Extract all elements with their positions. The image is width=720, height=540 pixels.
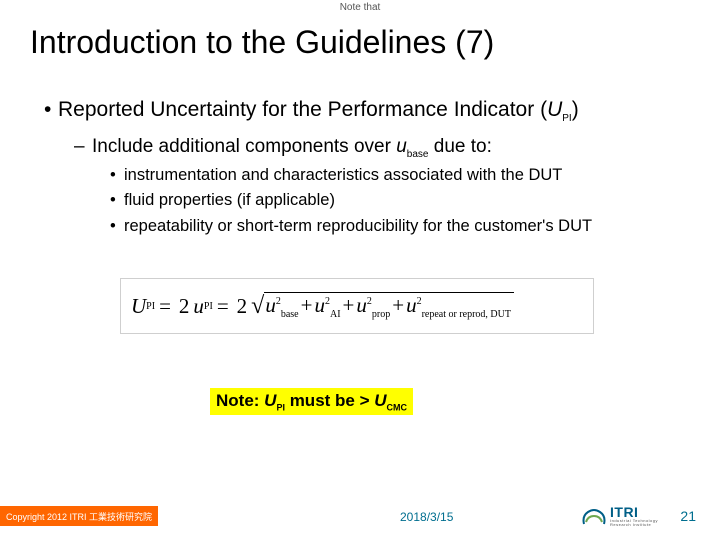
term-u: u [314, 293, 325, 317]
term-u: u [406, 293, 417, 317]
term-sub: prop [372, 309, 390, 320]
term-u: u [356, 293, 367, 317]
lvl3-text: instrumentation and characteristics asso… [124, 166, 562, 184]
lvl3-text: repeatability or short-term reproducibil… [124, 217, 592, 235]
bullet-dot: • [110, 165, 124, 186]
itri-logo: ITRI Industrial Technology Research Inst… [580, 500, 660, 532]
note-s1: PI [276, 402, 285, 412]
f-lhs-sub: PI [146, 301, 155, 312]
bullet-level-2: –Include additional components over ubas… [74, 135, 690, 161]
logo-sub: Industrial Technology Research Institute [610, 519, 660, 527]
f-u-sub: PI [204, 301, 213, 312]
term-sup: 2 [367, 296, 372, 307]
f-two: 2 [237, 294, 248, 319]
note-highlight-box: Note: UPI must be > UCMC [210, 388, 413, 415]
term-sup: 2 [325, 296, 330, 307]
note-u1: U [264, 391, 276, 410]
page-number: 21 [680, 508, 696, 524]
lvl1-text-a: Reported Uncertainty for the Performance… [58, 98, 547, 121]
page-title: Introduction to the Guidelines (7) [30, 24, 494, 61]
equals-icon: = [159, 294, 171, 319]
bullet-level-3-item: •instrumentation and characteristics ass… [110, 165, 690, 186]
footer-date: 2018/3/15 [400, 510, 453, 524]
body-content: •Reported Uncertainty for the Performanc… [44, 96, 690, 237]
note-mid: must be > [285, 391, 374, 410]
copyright-text: Copyright 2012 ITRI 工業技術研究院 [6, 510, 152, 523]
top-note: Note that [0, 2, 720, 13]
dash-bullet: – [74, 135, 92, 160]
lvl1-text-b: ) [572, 98, 579, 121]
radical-icon: √ [251, 293, 264, 320]
note-s2: CMC [387, 402, 408, 412]
lvl3-text: fluid properties (if applicable) [124, 191, 335, 209]
footer-copyright-bar: Copyright 2012 ITRI 工業技術研究院 [0, 506, 158, 526]
lvl2-text-b: due to: [428, 136, 491, 157]
bullet-dot: • [44, 96, 58, 123]
equals-icon: = [217, 294, 229, 319]
note-a: Note: [216, 391, 264, 410]
formula-box: UPI = 2uPI = 2√u2base+u2AI+u2prop+u2repe… [120, 278, 594, 334]
bullet-level-1: •Reported Uncertainty for the Performanc… [44, 96, 690, 125]
lvl1-sub: PI [562, 113, 571, 124]
term-u: u [265, 293, 276, 317]
f-lhs: U [131, 294, 146, 319]
term-sub: repeat or reprod, DUT [422, 309, 511, 320]
lvl2-sub: base [407, 149, 429, 160]
plus-icon: + [343, 293, 355, 317]
logo-mark-icon [580, 504, 608, 528]
plus-icon: + [392, 293, 404, 317]
bullet-level-3-item: •fluid properties (if applicable) [110, 190, 690, 211]
bullet-level-3-item: •repeatability or short-term reproducibi… [110, 216, 690, 237]
term-sub: AI [330, 309, 341, 320]
bullet-dot: • [110, 216, 124, 237]
note-u2: U [374, 391, 386, 410]
logo-text: ITRI Industrial Technology Research Inst… [610, 505, 660, 527]
term-sub: base [281, 309, 299, 320]
sqrt-body: u2base+u2AI+u2prop+u2repeat or reprod, D… [264, 292, 514, 320]
plus-icon: + [301, 293, 313, 317]
lvl2-sym: u [396, 136, 407, 157]
bullet-dot: • [110, 190, 124, 211]
f-u: u [193, 294, 204, 319]
f-two: 2 [179, 294, 190, 319]
lvl1-sym: U [547, 98, 562, 121]
logo-main: ITRI [610, 505, 660, 519]
term-sup: 2 [417, 296, 422, 307]
formula: UPI = 2uPI = 2√u2base+u2AI+u2prop+u2repe… [121, 292, 514, 320]
lvl2-text-a: Include additional components over [92, 136, 396, 157]
term-sup: 2 [276, 296, 281, 307]
